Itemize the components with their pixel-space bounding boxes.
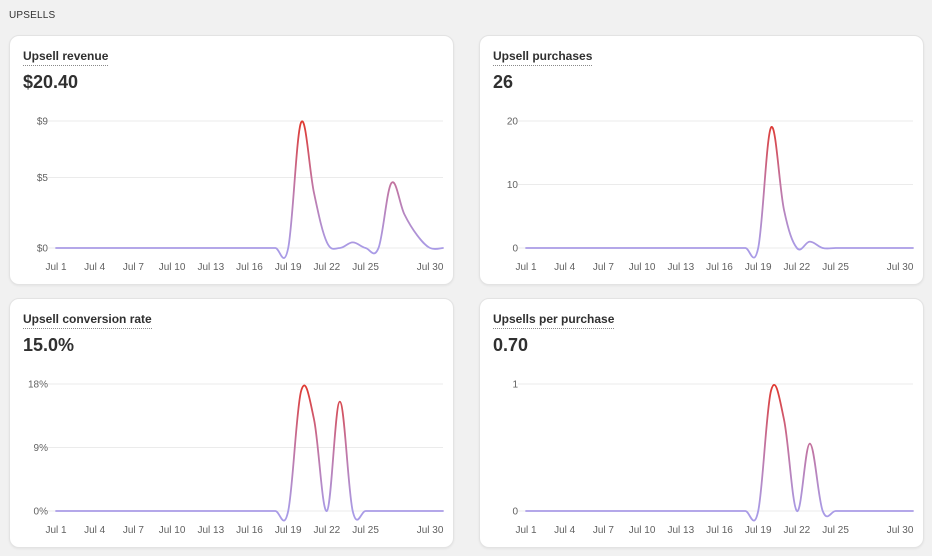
x-tick-label: Jul 4	[554, 262, 576, 273]
x-tick-label: Jul 22	[314, 525, 341, 536]
x-tick-label: Jul 10	[159, 262, 186, 273]
y-tick-label: 0	[512, 244, 518, 255]
x-tick-label: Jul 13	[197, 525, 224, 536]
series-line	[55, 384, 444, 522]
x-tick-label: Jul 4	[84, 262, 106, 273]
card-title[interactable]: Upsell conversion rate	[23, 312, 152, 329]
y-tick-label: 9%	[34, 443, 49, 454]
section-title: UPSELLS	[9, 10, 56, 21]
card-value: $20.40	[23, 72, 79, 92]
x-tick-label: Jul 7	[123, 525, 145, 536]
upsell-conversion-rate-chart: 0% 9% 18% Jul 1 Jul 4 Jul 7 Jul 10 Jul 13 Jul 16…	[28, 380, 444, 536]
upsells-per-purchase-card: 0 1 Jul 1 Jul 4 Jul 7 Jul 10 Jul 13 Jul 16 Jul 1…	[479, 298, 924, 548]
card-title[interactable]: Upsells per purchase	[493, 312, 615, 329]
x-tick-label: Jul 10	[159, 525, 186, 536]
x-tick-label: Jul 13	[667, 525, 694, 536]
x-tick-label: Jul 10	[629, 525, 656, 536]
x-tick-label: Jul 4	[554, 525, 576, 536]
x-tick-label: Jul 30	[417, 262, 444, 273]
x-tick-label: Jul 25	[352, 262, 379, 273]
series-line	[525, 384, 914, 522]
x-tick-label: Jul 30	[887, 262, 914, 273]
upsell-revenue-chart: $0 $5 $9 Jul 1 Jul 4 Jul 7 Jul 10 Jul 13 Jul 16 J…	[37, 117, 444, 273]
y-tick-label: 10	[507, 180, 519, 191]
x-tick-label: Jul 13	[197, 262, 224, 273]
x-tick-label: Jul 22	[314, 262, 341, 273]
upsell-revenue-card: $0 $5 $9 Jul 1 Jul 4 Jul 7 Jul 10 Jul 13 Jul 16 J…	[9, 35, 454, 285]
x-tick-label: Jul 13	[667, 262, 694, 273]
upsell-purchases-chart: 0 10 20 Jul 1 Jul 4 Jul 7 Jul 10 Jul 13 Jul 16 Ju…	[507, 117, 914, 273]
card-title[interactable]: Upsell purchases	[493, 49, 593, 66]
x-tick-label: Jul 22	[784, 262, 811, 273]
x-tick-label: Jul 19	[275, 525, 302, 536]
y-tick-label: $0	[37, 244, 49, 255]
x-tick-label: Jul 19	[275, 262, 302, 273]
series-line	[55, 120, 444, 259]
x-tick-label: Jul 30	[887, 525, 914, 536]
y-tick-label: 18%	[28, 380, 48, 391]
x-tick-label: Jul 16	[236, 262, 263, 273]
y-tick-label: 0	[512, 507, 518, 518]
y-tick-label: 0%	[34, 507, 49, 518]
card-value: 0.70	[493, 335, 529, 355]
x-tick-label: Jul 19	[745, 525, 772, 536]
x-tick-label: Jul 25	[352, 525, 379, 536]
x-tick-label: Jul 30	[417, 525, 444, 536]
x-tick-label: Jul 7	[593, 262, 615, 273]
x-tick-label: Jul 7	[593, 525, 615, 536]
y-tick-label: 1	[512, 380, 518, 391]
y-tick-label: $5	[37, 173, 49, 184]
x-tick-label: Jul 19	[745, 262, 772, 273]
x-tick-label: Jul 16	[236, 525, 263, 536]
y-tick-label: 20	[507, 117, 519, 128]
x-tick-label: Jul 1	[45, 525, 67, 536]
x-tick-label: Jul 4	[84, 525, 106, 536]
x-tick-label: Jul 1	[45, 262, 67, 273]
x-tick-label: Jul 1	[515, 525, 537, 536]
card-value: 15.0%	[23, 335, 75, 355]
y-tick-label: $9	[37, 117, 49, 128]
x-tick-label: Jul 1	[515, 262, 537, 273]
upsells-per-purchase-chart: 0 1 Jul 1 Jul 4 Jul 7 Jul 10 Jul 13 Jul 16 Jul 1…	[512, 380, 914, 536]
series-line	[525, 126, 914, 259]
x-tick-label: Jul 10	[629, 262, 656, 273]
upsell-conversion-rate-card: 0% 9% 18% Jul 1 Jul 4 Jul 7 Jul 10 Jul 13 Jul 16…	[9, 298, 454, 548]
card-title[interactable]: Upsell revenue	[23, 49, 109, 66]
x-tick-label: Jul 25	[822, 262, 849, 273]
x-tick-label: Jul 7	[123, 262, 145, 273]
x-tick-label: Jul 16	[706, 262, 733, 273]
x-tick-label: Jul 22	[784, 525, 811, 536]
upsell-purchases-card: 0 10 20 Jul 1 Jul 4 Jul 7 Jul 10 Jul 13 Jul 16 Ju…	[479, 35, 924, 285]
x-tick-label: Jul 25	[822, 525, 849, 536]
x-tick-label: Jul 16	[706, 525, 733, 536]
card-value: 26	[493, 72, 514, 92]
